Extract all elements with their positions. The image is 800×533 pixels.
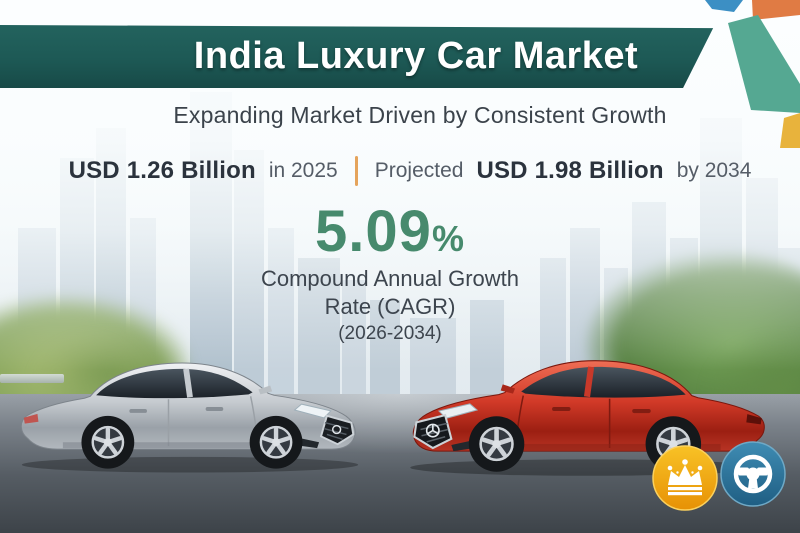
corner-decoration <box>705 0 800 148</box>
title-banner: India Luxury Car Market <box>0 25 714 88</box>
stats-row: USD 1.26 Billion in 2025 Projected USD 1… <box>0 156 800 186</box>
page-title: India Luxury Car Market <box>193 35 639 77</box>
crown-badge <box>652 445 718 511</box>
cagr-label: Compound Annual Growth Rate (CAGR) <box>0 265 780 321</box>
current-market-value: USD 1.26 Billion <box>68 157 256 184</box>
cagr-value: 5.09% <box>0 203 780 261</box>
projected-market-value: USD 1.98 Billion <box>476 157 664 184</box>
cagr-number: 5.09 <box>315 199 432 264</box>
cagr-period: (2026-2034) <box>338 323 442 345</box>
percent-sign: % <box>431 218 465 259</box>
projected-market-year: by 2034 <box>676 159 752 182</box>
subtitle: Expanding Market Driven by Consistent Gr… <box>173 102 667 128</box>
current-market-year: in 2025 <box>268 159 338 182</box>
steering-wheel-badge <box>720 441 786 507</box>
crown-icon <box>667 459 703 496</box>
stats-divider <box>354 156 358 186</box>
cagr-label-line1: Compound Annual Growth <box>260 266 520 291</box>
guardrail-image <box>0 374 64 383</box>
cagr-label-line2: Rate (CAGR) <box>324 294 456 320</box>
steering-wheel-icon <box>733 454 773 494</box>
silver-car-image <box>20 362 359 473</box>
cagr-block: 5.09% Compound Annual Growth Rate (CAGR)… <box>0 203 780 345</box>
projected-label: Projected <box>374 159 464 182</box>
